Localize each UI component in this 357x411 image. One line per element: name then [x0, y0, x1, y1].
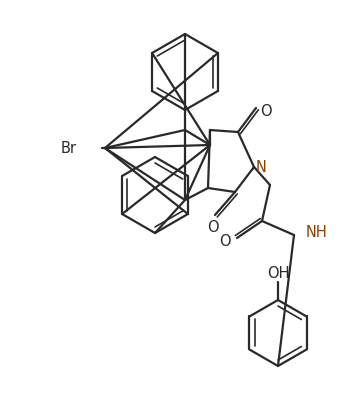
Text: O: O: [207, 219, 219, 235]
Text: NH: NH: [306, 224, 328, 240]
Text: O: O: [219, 233, 231, 249]
Text: OH: OH: [267, 266, 289, 280]
Text: Br: Br: [61, 141, 77, 155]
Text: N: N: [256, 159, 266, 175]
Text: O: O: [260, 104, 272, 118]
